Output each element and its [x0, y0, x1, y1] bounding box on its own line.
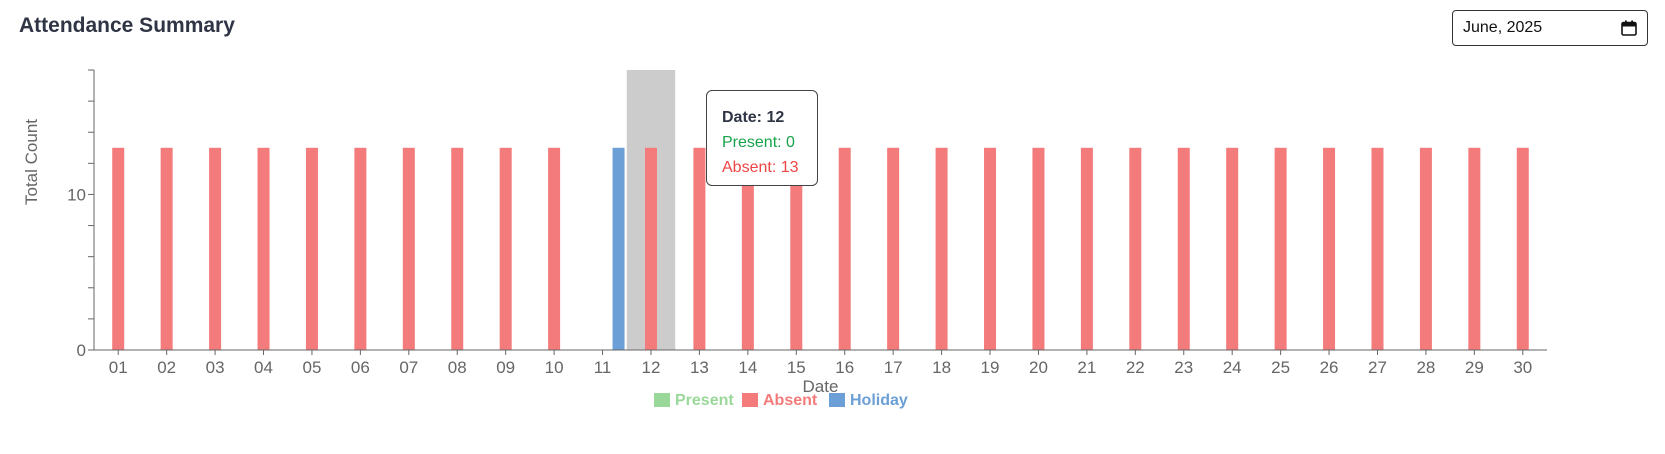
- x-tick-label-07: 07: [399, 358, 418, 377]
- x-tick-label-19: 19: [981, 358, 1000, 377]
- bar-absent-25: [1274, 147, 1287, 350]
- x-tick-label-02: 02: [157, 358, 176, 377]
- bar-absent-19: [984, 147, 997, 350]
- x-tick-label-06: 06: [351, 358, 370, 377]
- x-tick-label-15: 15: [787, 358, 806, 377]
- x-tick-label-25: 25: [1271, 358, 1290, 377]
- x-tick-label-26: 26: [1320, 358, 1339, 377]
- y-axis-title: Total Count: [22, 119, 41, 205]
- x-tick-label-01: 01: [109, 358, 128, 377]
- tooltip-date: Date: 12: [722, 109, 785, 126]
- x-tick-label-08: 08: [448, 358, 467, 377]
- x-tick-label-29: 29: [1465, 358, 1484, 377]
- bar-holiday-11: [612, 147, 625, 350]
- x-tick-label-16: 16: [835, 358, 854, 377]
- legend-label-holiday: Holiday: [850, 392, 908, 409]
- x-tick-label-12: 12: [642, 358, 661, 377]
- bar-absent-10: [548, 147, 561, 350]
- x-tick-label-30: 30: [1513, 358, 1532, 377]
- x-tick-label-03: 03: [206, 358, 225, 377]
- x-tick-label-21: 21: [1077, 358, 1096, 377]
- legend-swatch-holiday: [829, 393, 845, 407]
- x-tick-label-28: 28: [1416, 358, 1435, 377]
- bar-absent-15: [790, 147, 803, 350]
- legend-label-absent: Absent: [763, 392, 818, 409]
- bar-absent-09: [499, 147, 512, 350]
- bar-absent-18: [935, 147, 948, 350]
- x-tick-label-11: 11: [594, 358, 612, 377]
- x-tick-label-05: 05: [302, 358, 321, 377]
- bar-absent-06: [354, 147, 367, 350]
- x-axis-title: Date: [803, 377, 839, 396]
- bar-absent-12: [644, 147, 657, 350]
- bar-absent-17: [887, 147, 900, 350]
- page-title: Attendance Summary: [19, 14, 235, 37]
- x-tick-label-04: 04: [254, 358, 273, 377]
- x-tick-label-14: 14: [738, 358, 757, 377]
- x-tick-label-13: 13: [690, 358, 709, 377]
- x-tick-label-20: 20: [1029, 358, 1048, 377]
- x-tick-label-18: 18: [932, 358, 951, 377]
- bar-absent-07: [402, 147, 415, 350]
- legend-swatch-absent: [742, 393, 758, 407]
- bar-absent-21: [1080, 147, 1093, 350]
- month-picker[interactable]: June, 2025: [1452, 10, 1648, 46]
- x-tick-label-24: 24: [1223, 358, 1242, 377]
- tooltip-absent: Absent: 13: [722, 159, 799, 176]
- bar-absent-02: [160, 147, 173, 350]
- x-tick-label-09: 09: [496, 358, 515, 377]
- bar-absent-28: [1419, 147, 1432, 350]
- x-tick-label-17: 17: [884, 358, 903, 377]
- y-tick-label: 0: [77, 341, 86, 360]
- tooltip-present: Present: 0: [722, 134, 795, 151]
- bar-absent-08: [451, 147, 464, 350]
- calendar-icon[interactable]: [1621, 20, 1637, 36]
- bar-absent-22: [1129, 147, 1142, 350]
- x-tick-label-22: 22: [1126, 358, 1145, 377]
- bar-absent-01: [112, 147, 125, 350]
- bar-absent-05: [305, 147, 318, 350]
- legend-label-present: Present: [675, 392, 734, 409]
- chart-tooltip: Date: 12 Present: 0 Absent: 13: [706, 90, 818, 186]
- month-picker-value: June, 2025: [1463, 19, 1543, 36]
- x-tick-label-27: 27: [1368, 358, 1387, 377]
- y-tick-label: 10: [67, 185, 86, 204]
- bar-absent-16: [838, 147, 851, 350]
- x-tick-label-23: 23: [1174, 358, 1193, 377]
- legend-swatch-present: [654, 393, 670, 407]
- bar-absent-23: [1177, 147, 1190, 350]
- bar-absent-13: [693, 147, 706, 350]
- bar-absent-27: [1371, 147, 1384, 350]
- bar-absent-20: [1032, 147, 1045, 350]
- bar-absent-26: [1323, 147, 1336, 350]
- bar-absent-24: [1226, 147, 1239, 350]
- bar-absent-30: [1516, 147, 1529, 350]
- bar-absent-03: [209, 147, 222, 350]
- bar-absent-04: [257, 147, 270, 350]
- bar-absent-29: [1468, 147, 1481, 350]
- attendance-chart: 0 10 01 02 03 04 05 06 07 08 09 10 11 12 13 14 15 16 17 18 1…: [22, 69, 1547, 409]
- bar-absent-14: [741, 147, 754, 350]
- x-tick-label-10: 10: [545, 358, 564, 377]
